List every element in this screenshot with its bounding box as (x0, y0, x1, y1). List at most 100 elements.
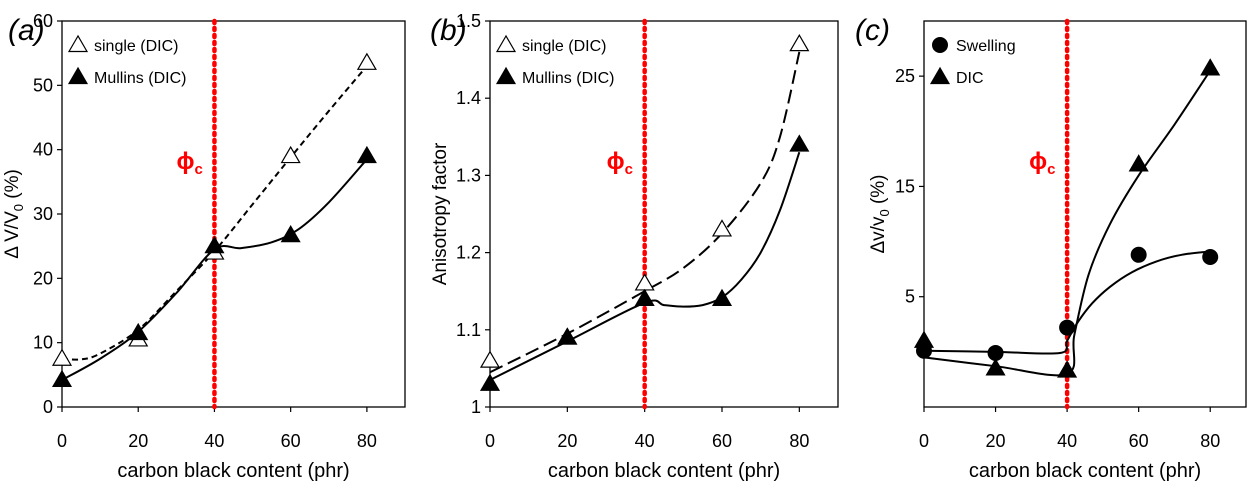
y-tick-label: 25 (895, 66, 915, 86)
critical-label: ϕc (176, 148, 202, 178)
x-axis-label: carbon black content (phr) (969, 460, 1201, 482)
data-point-1 (1059, 319, 1076, 336)
data-point-1 (356, 52, 377, 70)
x-axis-label: carbon black content (phr) (117, 460, 349, 482)
chart-panel-a: 0 20 40 60 80 0 10 20 30 40 50 60 carbon black conte… (2, 11, 406, 482)
y-tick-label: 1.5 (456, 11, 481, 31)
y-axis-label-unit: (%) (2, 169, 23, 204)
legend-label: Swelling (956, 38, 1016, 55)
y-tick-label: 1.2 (456, 243, 481, 263)
fit-line-2 (923, 70, 1212, 377)
data-point-2 (557, 327, 578, 345)
legend-marker (67, 66, 89, 85)
data-point-2 (128, 322, 149, 341)
legend-marker (929, 66, 951, 85)
y-tick-label: 1.3 (456, 165, 481, 185)
critical-label: ϕc (607, 148, 633, 178)
y-axis-label-main: Δv/v (868, 216, 889, 253)
fit-line-2 (61, 158, 368, 381)
x-tick-label: 0 (57, 431, 67, 451)
legend-marker (932, 37, 948, 53)
data-point-2 (789, 134, 810, 152)
x-axis-label: carbon black content (phr) (548, 460, 780, 482)
fit-line-2 (489, 151, 801, 381)
legend-marker (495, 34, 517, 53)
legend-label: Mullins (DIC) (94, 70, 186, 87)
x-tick-label: 40 (635, 431, 655, 451)
y-tick-label: 1.1 (456, 320, 481, 340)
data-point-2 (280, 225, 301, 243)
critical-label-sub: c (194, 161, 202, 178)
y-tick-label: 50 (33, 75, 53, 95)
critical-label-sub: c (625, 161, 633, 178)
fit-line-1 (923, 250, 1211, 355)
data-point-1 (711, 219, 733, 237)
x-tick-label: 40 (204, 431, 224, 451)
x-tick-label: 60 (281, 431, 301, 451)
y-tick-label: 1.4 (456, 88, 481, 108)
plot-frame (923, 20, 1247, 408)
data-point-2 (634, 288, 655, 306)
legend-marker (67, 34, 89, 53)
y-tick-label: 1 (471, 397, 481, 417)
panel-label: (b) (430, 14, 467, 47)
legend-label: single (DIC) (522, 38, 606, 55)
critical-label-main: ϕ (1029, 148, 1047, 175)
panel-label: (c) (855, 14, 890, 47)
y-tick-label: 0 (43, 397, 53, 417)
critical-label-main: ϕ (176, 148, 194, 175)
y-axis-label-sub: 0 (877, 209, 892, 216)
legend-marker (495, 66, 517, 85)
data-point-1 (1130, 246, 1147, 263)
y-tick-label: 40 (33, 140, 53, 160)
plot-frame (489, 20, 839, 408)
data-point-2 (51, 369, 73, 388)
legend-label: Mullins (DIC) (522, 70, 614, 87)
critical-label: ϕc (1029, 148, 1055, 178)
x-tick-label: 40 (1057, 431, 1077, 451)
x-tick-label: 60 (1129, 431, 1149, 451)
x-tick-label: 80 (357, 431, 377, 451)
data-point-2 (1057, 360, 1078, 378)
x-tick-label: 0 (919, 431, 929, 451)
x-tick-label: 0 (485, 431, 495, 451)
data-point-2 (356, 145, 377, 164)
legend-label: single (DIC) (94, 38, 178, 55)
chart-panel-c: 0 20 40 60 80 5 15 25 carbon black content (phr)… (855, 14, 1247, 482)
data-point-2 (711, 288, 733, 306)
x-tick-label: 20 (986, 431, 1006, 451)
y-axis-label-sub: 0 (11, 204, 26, 211)
data-point-2 (1200, 58, 1221, 76)
data-point-1 (280, 145, 301, 164)
data-point-2 (1128, 154, 1149, 172)
data-point-1 (634, 273, 655, 291)
y-axis-label: Anisotropy factor (430, 142, 451, 285)
chart-panel-b: 0 20 40 60 80 1 1.1 1.2 1.3 1.4 1.5 carbon black co… (430, 11, 839, 482)
x-tick-label: 20 (128, 431, 148, 451)
x-tick-label: 60 (712, 431, 732, 451)
y-tick-label: 20 (33, 268, 53, 288)
y-tick-label: 5 (905, 287, 915, 307)
data-point-2 (204, 235, 225, 254)
x-tick-label: 20 (557, 431, 577, 451)
data-point-2 (913, 330, 935, 348)
data-point-2 (479, 373, 501, 391)
y-axis-label-main: Δ V/V (2, 211, 23, 259)
fit-line-1 (61, 65, 368, 361)
data-point-1 (51, 348, 73, 366)
y-tick-label: 30 (33, 204, 53, 224)
y-tick-label: 60 (33, 11, 53, 31)
y-tick-label: 15 (895, 176, 915, 196)
critical-label-main: ϕ (607, 148, 625, 175)
data-point-2 (985, 358, 1006, 376)
legend-label: DIC (956, 70, 984, 87)
critical-label-sub: c (1047, 161, 1055, 178)
y-axis-label-main: Anisotropy factor (430, 142, 451, 285)
data-point-1 (789, 33, 810, 52)
y-tick-label: 10 (33, 333, 53, 353)
x-tick-label: 80 (789, 431, 809, 451)
data-point-1 (1202, 249, 1219, 266)
y-axis-label-unit: (%) (868, 174, 889, 209)
data-point-1 (479, 350, 501, 368)
